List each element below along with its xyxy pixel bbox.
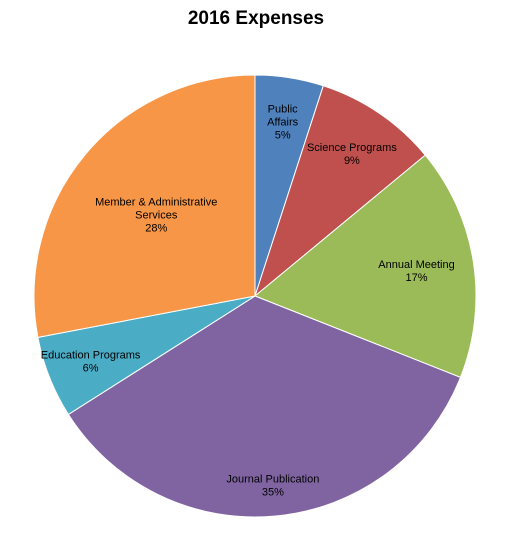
- slice-annual-meeting: [254, 154, 477, 379]
- slice-value-label: 6%: [83, 363, 99, 375]
- slice-label-member-and-administrative-services: Member & Administrative Services 28%: [95, 196, 217, 234]
- slice-name-label: Science Programs: [307, 142, 397, 154]
- slice-value-label: 5%: [275, 129, 291, 141]
- slice-label-journal-publication: Journal Publication 35%: [226, 474, 319, 499]
- slice-science-programs: [253, 85, 426, 298]
- slice-value-label: 28%: [145, 222, 167, 234]
- slice-name-label: Annual Meeting: [378, 259, 454, 271]
- slice-label-public-affairs: Public Affairs 5%: [267, 103, 298, 141]
- slice-member-and-administrative-services: [33, 74, 256, 338]
- slice-name-label: Journal Publication: [226, 474, 319, 486]
- chart-title: 2016 Expenses: [187, 8, 325, 29]
- slice-label-annual-meeting: Annual Meeting 17%: [378, 259, 454, 284]
- slice-name-label: Member & Administrative: [95, 196, 217, 208]
- slice-name-label: Affairs: [267, 116, 298, 128]
- slice-name-label: Public: [268, 103, 298, 115]
- pie-labels: Public Affairs 5% Science Programs 9% Annual …: [41, 103, 455, 498]
- slice-value-label: 9%: [344, 155, 360, 167]
- slice-value-label: 35%: [262, 487, 284, 499]
- slice-journal-publication: [67, 295, 462, 518]
- slice-label-science-programs: Science Programs 9%: [307, 142, 397, 167]
- pie-slices: [33, 74, 477, 518]
- slice-value-label: 17%: [406, 272, 428, 284]
- slice-name-label: Education Programs: [41, 350, 141, 362]
- slice-label-education-programs: Education Programs 6%: [41, 350, 141, 375]
- slice-name-label: Services: [135, 209, 178, 221]
